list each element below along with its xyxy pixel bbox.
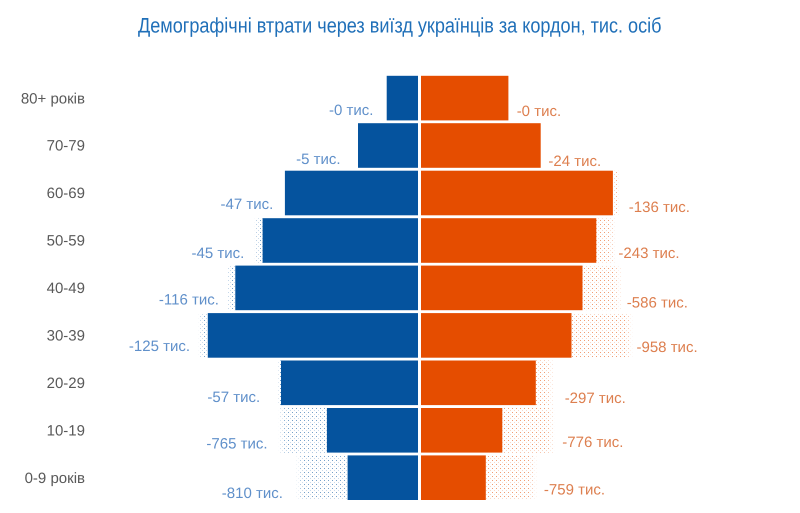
svg-text:80+ років: 80+ років <box>21 90 85 107</box>
svg-text:-5 тис.: -5 тис. <box>296 151 340 168</box>
svg-text:-765 тис.: -765 тис. <box>206 436 267 453</box>
svg-text:50-59: 50-59 <box>47 233 85 250</box>
svg-text:-810 тис.: -810 тис. <box>222 485 283 502</box>
svg-text:-45 тис.: -45 тис. <box>192 245 245 262</box>
svg-text:40-49: 40-49 <box>47 280 85 297</box>
svg-text:-125 тис.: -125 тис. <box>129 338 190 355</box>
svg-text:-958 тис.: -958 тис. <box>637 339 698 356</box>
svg-text:60-69: 60-69 <box>47 185 85 202</box>
svg-text:-776 тис.: -776 тис. <box>562 434 623 451</box>
svg-text:-57 тис.: -57 тис. <box>207 389 260 406</box>
svg-text:70-79: 70-79 <box>47 138 85 155</box>
svg-text:-24 тис.: -24 тис. <box>548 153 601 170</box>
svg-text:Демографічні втрати через виїз: Демографічні втрати через виїзд українці… <box>138 15 662 38</box>
svg-text:-136 тис.: -136 тис. <box>629 199 690 216</box>
svg-text:-243 тис.: -243 тис. <box>618 245 679 262</box>
svg-text:0-9 років: 0-9 років <box>25 470 85 487</box>
svg-text:-759 тис.: -759 тис. <box>544 481 605 498</box>
svg-text:-0 тис.: -0 тис. <box>329 102 373 119</box>
svg-text:-116 тис.: -116 тис. <box>159 292 219 309</box>
svg-text:30-39: 30-39 <box>47 328 85 345</box>
svg-text:-0 тис.: -0 тис. <box>517 103 561 120</box>
svg-text:-297 тис.: -297 тис. <box>565 390 626 407</box>
svg-text:-586 тис.: -586 тис. <box>627 295 688 312</box>
svg-text:20-29: 20-29 <box>47 375 85 392</box>
svg-text:-47 тис.: -47 тис. <box>221 196 274 213</box>
svg-text:10-19: 10-19 <box>47 422 85 439</box>
